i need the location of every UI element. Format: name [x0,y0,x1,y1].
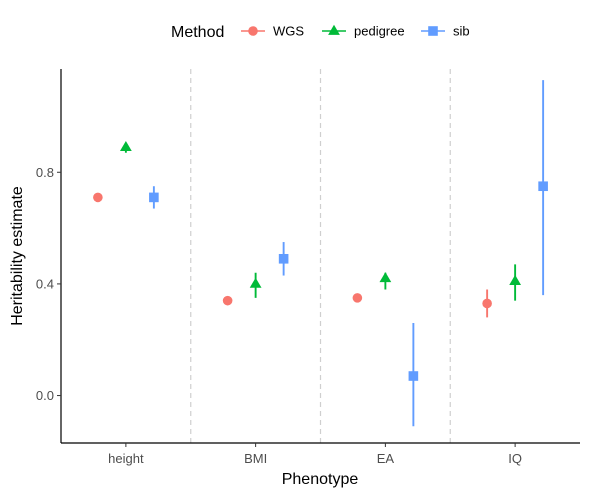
x-tick-label: EA [377,451,395,466]
data-point [379,272,392,283]
data-point [538,181,548,192]
x-ticks: height BMI EA IQ [108,443,522,466]
legend-key-marker [248,26,258,36]
legend-label: sib [453,24,470,39]
x-tick-label: height [108,451,144,466]
y-ticks: 0.0 0.4 0.8 [36,165,61,403]
legend-item: WGS [241,24,304,39]
y-axis-title: Heritability estimate [9,186,26,326]
data-point [352,293,363,303]
legend-title: Method [171,24,224,41]
data-marks [93,80,548,427]
category-separators [190,69,451,443]
y-tick-label: 0.8 [36,165,54,180]
legend-key-marker [328,24,340,35]
legend-item: sib [421,24,470,39]
data-point [509,274,522,285]
data-point [119,140,132,151]
x-tick-label: IQ [508,451,522,466]
data-point [278,253,289,264]
data-point [249,277,262,288]
y-tick-label: 0.4 [36,276,54,291]
legend-label: pedigree [354,24,405,39]
x-tick-label: BMI [244,451,267,466]
x-axis-title: Phenotype [282,471,359,488]
data-point [93,192,103,203]
legend-key-marker [428,26,438,36]
legend-label: WGS [273,24,304,39]
data-point [408,371,419,381]
legend: Method WGS pedigree sib [171,24,470,42]
axes [60,69,580,444]
y-tick-label: 0.0 [36,388,54,403]
data-point [149,192,159,203]
data-point [482,298,492,309]
data-point [222,295,233,306]
legend-item: pedigree [322,24,405,39]
